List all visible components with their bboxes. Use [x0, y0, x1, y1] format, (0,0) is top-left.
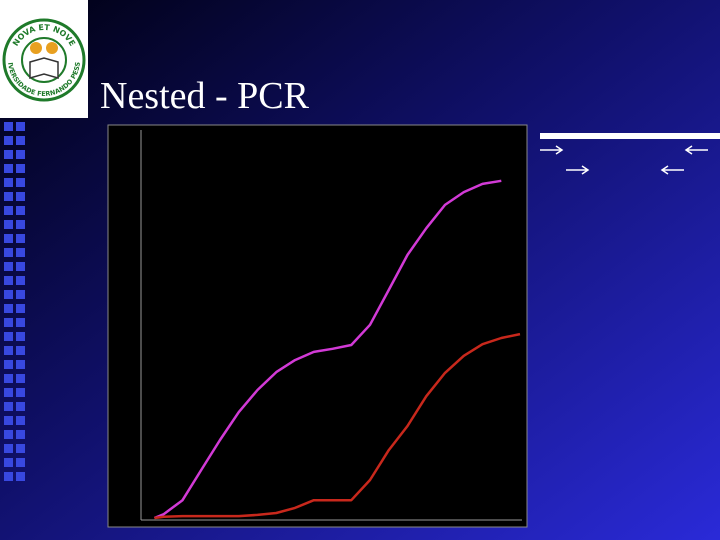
square: [16, 416, 25, 425]
square: [16, 234, 25, 243]
square: [4, 444, 13, 453]
square: [16, 136, 25, 145]
square: [4, 374, 13, 383]
side-decoration: [4, 122, 25, 481]
square: [4, 402, 13, 411]
square: [16, 290, 25, 299]
square: [16, 262, 25, 271]
square: [4, 262, 13, 271]
square: [16, 122, 25, 131]
square: [4, 332, 13, 341]
square: [16, 360, 25, 369]
square: [16, 150, 25, 159]
square: [4, 248, 13, 257]
square: [16, 374, 25, 383]
square: [4, 304, 13, 313]
plot: [153, 179, 521, 520]
square: [16, 472, 25, 481]
square: [16, 220, 25, 229]
square: [16, 346, 25, 355]
square: [4, 430, 13, 439]
square: [16, 248, 25, 257]
square: [4, 164, 13, 173]
square: [4, 150, 13, 159]
square: [4, 388, 13, 397]
square: [16, 304, 25, 313]
square: [4, 206, 13, 215]
chart-panel: [107, 124, 528, 528]
square: [4, 290, 13, 299]
square: [16, 192, 25, 201]
square: [16, 388, 25, 397]
primer-diagram: [540, 133, 720, 175]
square: [4, 472, 13, 481]
square: [4, 416, 13, 425]
square: [4, 122, 13, 131]
square: [16, 402, 25, 411]
square: [4, 360, 13, 369]
square: [16, 458, 25, 467]
square: [4, 318, 13, 327]
square: [4, 346, 13, 355]
square: [4, 220, 13, 229]
square: [16, 332, 25, 341]
square: [4, 458, 13, 467]
data-line: [153, 179, 502, 520]
square: [4, 136, 13, 145]
square: [16, 318, 25, 327]
square: [16, 430, 25, 439]
square: [16, 276, 25, 285]
square: [16, 206, 25, 215]
square: [4, 192, 13, 201]
logo: NOVA ET NOVE UNIVERSIDADE FERNANDO PESSO…: [0, 0, 88, 118]
square: [4, 276, 13, 285]
square: [16, 444, 25, 453]
data-line: [154, 332, 521, 520]
square: [16, 164, 25, 173]
square: [4, 178, 13, 187]
slide-title: Nested - PCR: [100, 75, 310, 117]
square: [4, 234, 13, 243]
square: [16, 178, 25, 187]
